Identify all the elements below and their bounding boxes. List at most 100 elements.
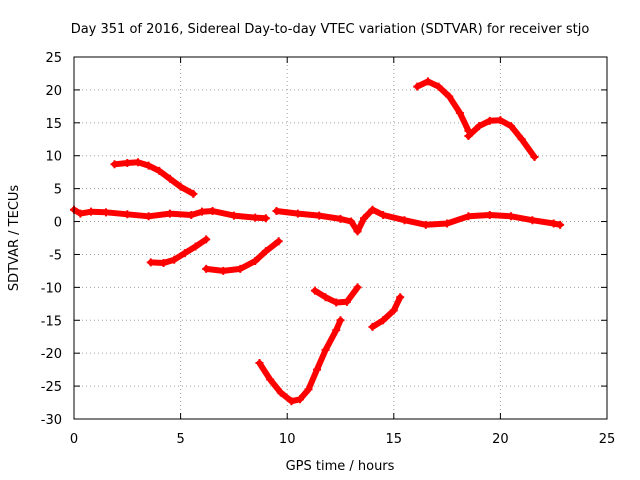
- series-arc-hump: [464, 116, 539, 162]
- series-baseline: [70, 205, 270, 223]
- axis-ticks: 0 5 10 15 20 25 25 20 15 10 5 0 -5 -10 -15 -20 -25 -30: [41, 51, 616, 447]
- data-point: [485, 210, 494, 219]
- data-point: [261, 214, 270, 223]
- data-series: [70, 77, 565, 406]
- data-point: [315, 211, 324, 220]
- series-arc-late-low: [368, 293, 405, 331]
- data-point: [170, 255, 179, 264]
- x-tick-label: 0: [70, 432, 78, 447]
- y-tick-label: -25: [41, 380, 62, 395]
- data-point: [353, 227, 362, 236]
- series-arc-low-b: [202, 237, 283, 275]
- data-point: [295, 395, 304, 404]
- series-line: [256, 317, 344, 405]
- x-axis-label: GPS time / hours: [286, 459, 395, 474]
- data-point: [187, 210, 196, 219]
- data-point: [464, 212, 473, 221]
- data-point: [445, 92, 454, 101]
- data-point: [389, 306, 398, 315]
- data-point: [530, 153, 539, 162]
- series-line: [369, 294, 404, 330]
- series-baseline-2: [272, 205, 565, 236]
- data-point: [423, 77, 432, 86]
- x-tick-label: 15: [386, 432, 403, 447]
- chart-title: Day 351 of 2016, Sidereal Day-to-day VTE…: [71, 22, 590, 37]
- data-point: [413, 82, 422, 91]
- data-point: [321, 345, 330, 354]
- data-point: [287, 397, 296, 406]
- data-point: [507, 212, 516, 221]
- data-point: [443, 219, 452, 228]
- data-point: [336, 316, 345, 325]
- data-point: [189, 189, 198, 198]
- data-point: [165, 174, 174, 183]
- data-point: [507, 122, 516, 131]
- data-point: [528, 216, 537, 225]
- data-point: [379, 316, 388, 325]
- data-point: [202, 264, 211, 273]
- data-point: [332, 298, 341, 307]
- data-point: [219, 266, 228, 275]
- data-point: [368, 205, 377, 214]
- x-tick-label: 20: [492, 432, 509, 447]
- y-tick-label: 5: [54, 183, 62, 198]
- data-point: [485, 116, 494, 125]
- x-tick-label: 5: [176, 432, 184, 447]
- data-point: [197, 207, 206, 216]
- data-point: [229, 211, 238, 220]
- data-point: [144, 212, 153, 221]
- data-point: [496, 116, 505, 125]
- y-tick-label: 15: [45, 117, 62, 132]
- data-point: [251, 257, 260, 266]
- data-point: [368, 322, 377, 331]
- y-tick-label: 25: [45, 51, 62, 66]
- data-point: [123, 210, 132, 219]
- data-point: [455, 108, 464, 117]
- data-point: [475, 122, 484, 131]
- data-point: [191, 242, 200, 251]
- data-point: [123, 158, 132, 167]
- data-point: [255, 359, 264, 368]
- data-point: [146, 258, 155, 267]
- y-tick-label: -15: [41, 314, 62, 329]
- data-point: [313, 365, 322, 374]
- data-point: [549, 219, 558, 228]
- data-point: [379, 210, 388, 219]
- data-point: [336, 214, 345, 223]
- x-tick-label: 25: [599, 432, 616, 447]
- data-point: [76, 209, 85, 218]
- data-point: [236, 264, 245, 273]
- series-arc-low-a: [146, 235, 211, 268]
- data-point: [517, 135, 526, 144]
- data-point: [155, 166, 164, 175]
- y-tick-label: -30: [41, 413, 62, 428]
- data-point: [310, 286, 319, 295]
- data-point: [274, 237, 283, 246]
- y-tick-label: -20: [41, 347, 62, 362]
- series-arc-mid: [310, 283, 362, 307]
- data-point: [332, 326, 341, 335]
- data-point: [556, 220, 565, 229]
- data-point: [396, 293, 405, 302]
- data-point: [180, 249, 189, 258]
- plot-frame: [73, 56, 608, 420]
- data-point: [342, 297, 351, 306]
- data-point: [293, 209, 302, 218]
- data-point: [421, 220, 430, 229]
- series-arc-bowl: [255, 316, 345, 406]
- x-tick-label: 10: [279, 432, 296, 447]
- y-tick-label: 20: [45, 84, 62, 99]
- data-point: [353, 283, 362, 292]
- data-point: [144, 161, 153, 170]
- data-point: [464, 131, 473, 140]
- y-tick-label: -5: [49, 248, 62, 263]
- y-tick-label: 0: [54, 216, 62, 231]
- data-point: [359, 214, 368, 223]
- y-axis-label: SDTVAR / TECUs: [7, 185, 22, 292]
- data-point: [165, 209, 174, 218]
- data-point: [434, 82, 443, 91]
- data-point: [133, 158, 142, 167]
- data-point: [159, 259, 168, 268]
